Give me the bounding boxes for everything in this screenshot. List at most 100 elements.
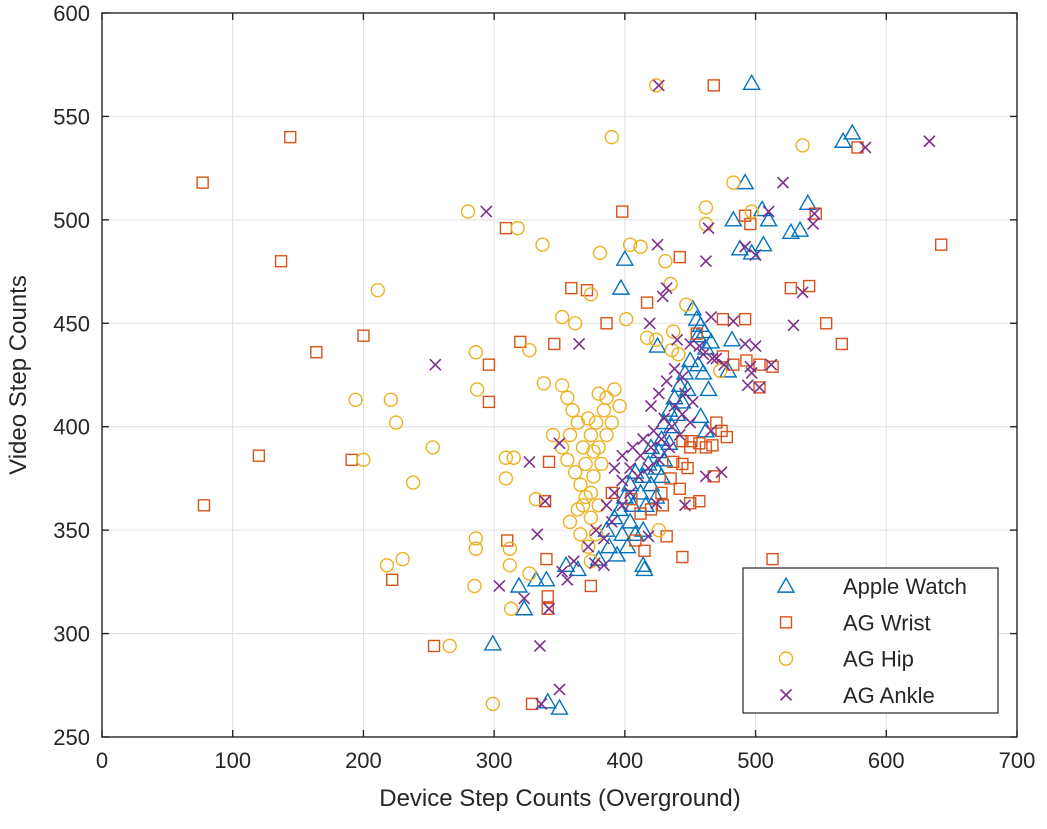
- x-marker: [597, 559, 611, 572]
- triangle-marker: [641, 475, 661, 492]
- square-marker: [644, 503, 658, 516]
- square-marker: [727, 358, 740, 371]
- square-marker: [673, 482, 686, 495]
- x-marker: [553, 683, 566, 696]
- circle-marker: [588, 527, 604, 542]
- triangle-marker: [688, 355, 708, 372]
- circle-marker: [503, 601, 519, 616]
- square-marker: [580, 283, 594, 297]
- triangle-marker: [610, 500, 629, 517]
- x-marker: [523, 455, 536, 468]
- circle-marker: [679, 297, 694, 312]
- y-tick-label: 250: [53, 725, 90, 750]
- square-marker: [716, 312, 730, 326]
- x-marker: [624, 486, 637, 499]
- square-marker: [616, 205, 629, 218]
- circle-marker: [649, 78, 664, 93]
- circle-marker: [379, 558, 395, 573]
- triangle-marker: [843, 123, 862, 140]
- square-marker: [310, 346, 323, 359]
- square-marker: [753, 358, 766, 371]
- square-marker: [252, 449, 266, 462]
- circle-marker: [607, 382, 622, 397]
- x-marker: [710, 352, 723, 365]
- square-marker: [541, 602, 554, 615]
- square-marker: [638, 544, 651, 558]
- triangle-marker: [647, 458, 666, 475]
- x-marker: [542, 602, 556, 615]
- circle-marker: [713, 363, 728, 379]
- triangle-marker: [515, 599, 534, 616]
- x-marker: [634, 449, 647, 462]
- x-marker: [727, 315, 740, 328]
- x-marker: [642, 530, 655, 543]
- circle-marker: [583, 287, 599, 302]
- circle-marker: [583, 427, 599, 443]
- x-marker: [561, 573, 574, 586]
- circle-marker: [658, 254, 673, 269]
- x-axis-label: Device Step Counts (Overground): [379, 785, 741, 812]
- x-marker: [650, 497, 663, 510]
- circle-marker: [565, 402, 580, 418]
- square-marker: [197, 499, 211, 512]
- x-tick-label: 600: [868, 748, 905, 773]
- circle-marker: [460, 204, 476, 219]
- circle-marker: [383, 392, 399, 408]
- triangle-marker: [639, 454, 658, 471]
- x-marker: [588, 557, 601, 570]
- circle-marker: [528, 491, 544, 507]
- square-marker: [934, 238, 948, 251]
- triangle-marker: [483, 634, 503, 651]
- x-marker: [686, 395, 699, 408]
- square-marker: [706, 439, 719, 452]
- circle-marker: [562, 427, 578, 443]
- x-marker: [762, 205, 775, 218]
- triangle-marker: [699, 380, 718, 397]
- circle-marker: [594, 456, 609, 472]
- square-marker: [835, 337, 849, 351]
- triangle-marker: [607, 545, 627, 562]
- triangle-marker: [683, 299, 703, 316]
- square-marker: [766, 360, 779, 373]
- x-marker: [684, 337, 697, 351]
- x-tick-label: 100: [214, 748, 251, 773]
- square-marker: [766, 552, 779, 566]
- circle-marker: [498, 450, 514, 465]
- x-marker: [642, 462, 655, 475]
- triangle-marker: [681, 351, 700, 368]
- square-marker: [684, 441, 697, 454]
- square-marker: [667, 455, 680, 469]
- x-marker: [699, 255, 712, 268]
- square-marker: [660, 530, 673, 543]
- circle-marker: [588, 415, 604, 430]
- circle-marker: [795, 138, 810, 153]
- triangle-marker: [611, 278, 631, 295]
- square-marker: [681, 461, 694, 475]
- square-marker: [565, 281, 578, 295]
- triangle-marker: [550, 698, 569, 715]
- triangle-marker: [673, 392, 692, 409]
- x-marker: [718, 358, 731, 371]
- circle-marker: [604, 415, 619, 430]
- square-marker: [538, 494, 552, 508]
- y-tick-label: 400: [53, 415, 90, 440]
- square-marker: [851, 141, 864, 154]
- x-marker: [859, 141, 872, 154]
- square-marker: [357, 329, 370, 342]
- circle-marker: [370, 282, 386, 298]
- circle-marker: [425, 440, 440, 455]
- circle-marker: [567, 316, 583, 331]
- triangle-marker: [615, 249, 635, 266]
- circle-marker: [666, 324, 681, 339]
- triangle-marker: [633, 555, 653, 573]
- circle-marker: [586, 444, 601, 459]
- x-marker: [808, 207, 821, 220]
- circle-marker: [498, 471, 514, 486]
- circle-marker: [578, 456, 593, 472]
- circle-marker: [570, 502, 585, 517]
- circle-marker: [510, 220, 525, 236]
- circle-marker: [633, 239, 648, 254]
- circle-marker: [575, 498, 591, 513]
- square-marker: [640, 296, 654, 309]
